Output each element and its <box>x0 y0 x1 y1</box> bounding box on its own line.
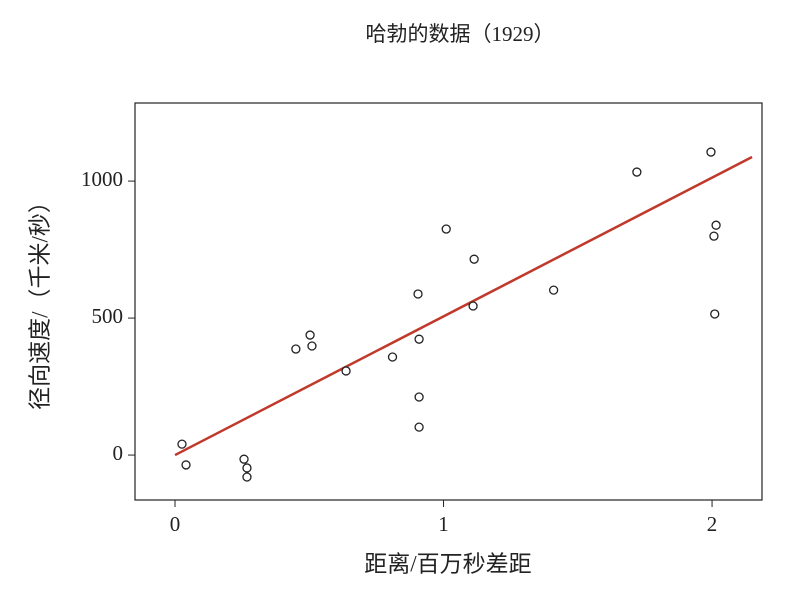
data-point <box>181 460 191 470</box>
data-point <box>414 334 424 344</box>
data-point <box>469 254 479 264</box>
data-point <box>387 352 398 362</box>
chart-title: 哈勃的数据（1929） <box>366 22 555 46</box>
data-point <box>242 463 252 473</box>
x-tick-label: 0 <box>170 512 181 536</box>
data-point <box>710 309 720 319</box>
data-point <box>414 422 424 432</box>
data-point <box>548 285 559 295</box>
data-point <box>709 231 719 241</box>
x-axis-label: 距离/百万秒差距 <box>364 551 531 576</box>
data-point <box>307 341 317 351</box>
data-point <box>468 301 478 311</box>
data-point <box>305 330 315 340</box>
fit-line <box>174 155 753 457</box>
data-point <box>239 454 249 464</box>
data-point <box>441 224 451 234</box>
data-point <box>413 289 423 299</box>
x-tick-label: 2 <box>707 512 718 536</box>
y-axis-label: 径向速度/（千米/秒） <box>27 190 52 410</box>
data-point <box>632 167 642 177</box>
y-tick-label: 500 <box>92 304 124 328</box>
data-point <box>711 220 721 230</box>
data-point <box>177 439 187 449</box>
plot-frame <box>134 102 763 501</box>
data-point <box>341 366 351 376</box>
y-tick-label: 0 <box>113 441 124 465</box>
y-tick-label: 1000 <box>81 167 123 191</box>
x-tick-label: 1 <box>438 512 449 536</box>
data-point <box>414 392 424 402</box>
data-point <box>706 147 716 157</box>
data-point <box>291 344 301 354</box>
data-point <box>242 472 252 482</box>
